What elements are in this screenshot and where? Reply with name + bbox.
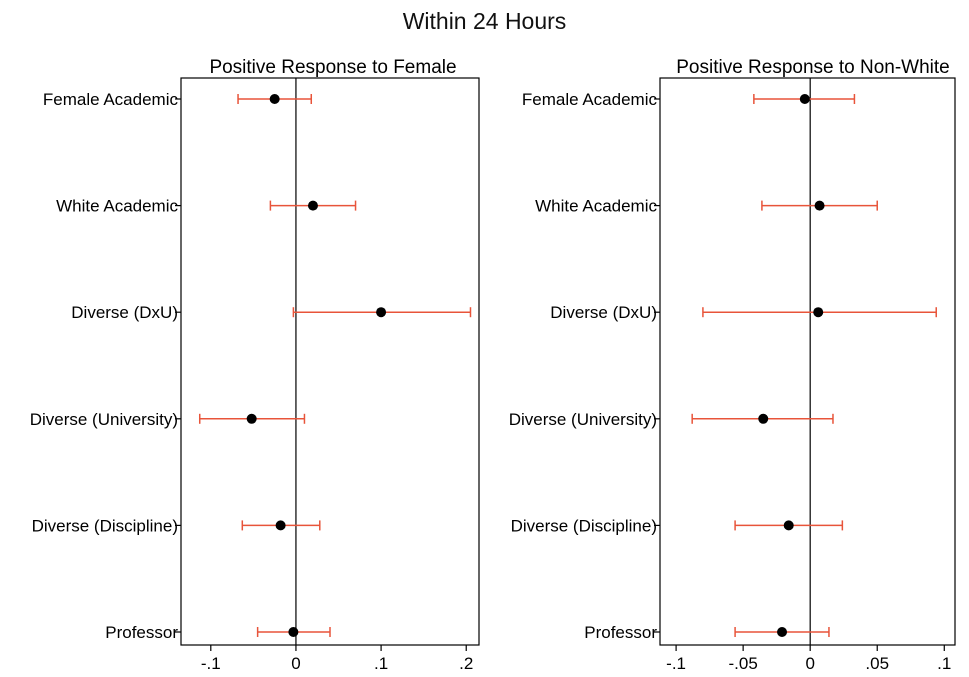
figure-title: Within 24 Hours bbox=[402, 8, 567, 34]
point-estimate bbox=[799, 94, 810, 104]
point-estimate bbox=[376, 307, 387, 318]
category-label: Professor bbox=[105, 623, 178, 642]
point-estimate bbox=[307, 200, 318, 211]
category-label: Diverse (DxU) bbox=[71, 303, 178, 322]
point-estimate bbox=[783, 520, 794, 531]
category-label: Female Academic bbox=[43, 90, 179, 109]
category-label: Diverse (University) bbox=[30, 410, 178, 429]
panel-frame bbox=[659, 77, 956, 646]
category-label: Professor bbox=[584, 623, 657, 642]
point-estimate bbox=[288, 627, 299, 637]
x-tick-label: .1 bbox=[374, 654, 388, 673]
x-tick-label: .2 bbox=[459, 654, 473, 673]
category-label: Diverse (DxU) bbox=[550, 303, 657, 322]
point-estimate bbox=[814, 200, 825, 211]
x-tick-label: -.1 bbox=[201, 654, 221, 673]
category-label: Diverse (Discipline) bbox=[511, 516, 657, 535]
category-label: Diverse (University) bbox=[509, 410, 657, 429]
x-tick-label: 0 bbox=[291, 654, 300, 673]
point-estimate bbox=[758, 413, 769, 424]
category-label: Female Academic bbox=[522, 90, 658, 109]
point-estimate bbox=[275, 520, 286, 531]
point-estimate bbox=[246, 413, 257, 424]
category-label: White Academic bbox=[56, 197, 178, 216]
category-label: White Academic bbox=[535, 197, 657, 216]
panel-title: Positive Response to Female bbox=[209, 57, 456, 78]
x-tick-label: 0 bbox=[805, 654, 814, 673]
x-tick-label: .05 bbox=[865, 654, 889, 673]
point-estimate bbox=[269, 94, 280, 104]
panel-title: Positive Response to Non-White bbox=[676, 57, 950, 78]
point-estimate bbox=[777, 627, 788, 637]
panel-frame bbox=[180, 77, 480, 646]
x-tick-label: .1 bbox=[937, 654, 951, 673]
point-estimate bbox=[813, 307, 824, 318]
category-label: Diverse (Discipline) bbox=[32, 516, 178, 535]
x-tick-label: -.05 bbox=[728, 654, 757, 673]
x-tick-label: -.1 bbox=[666, 654, 686, 673]
